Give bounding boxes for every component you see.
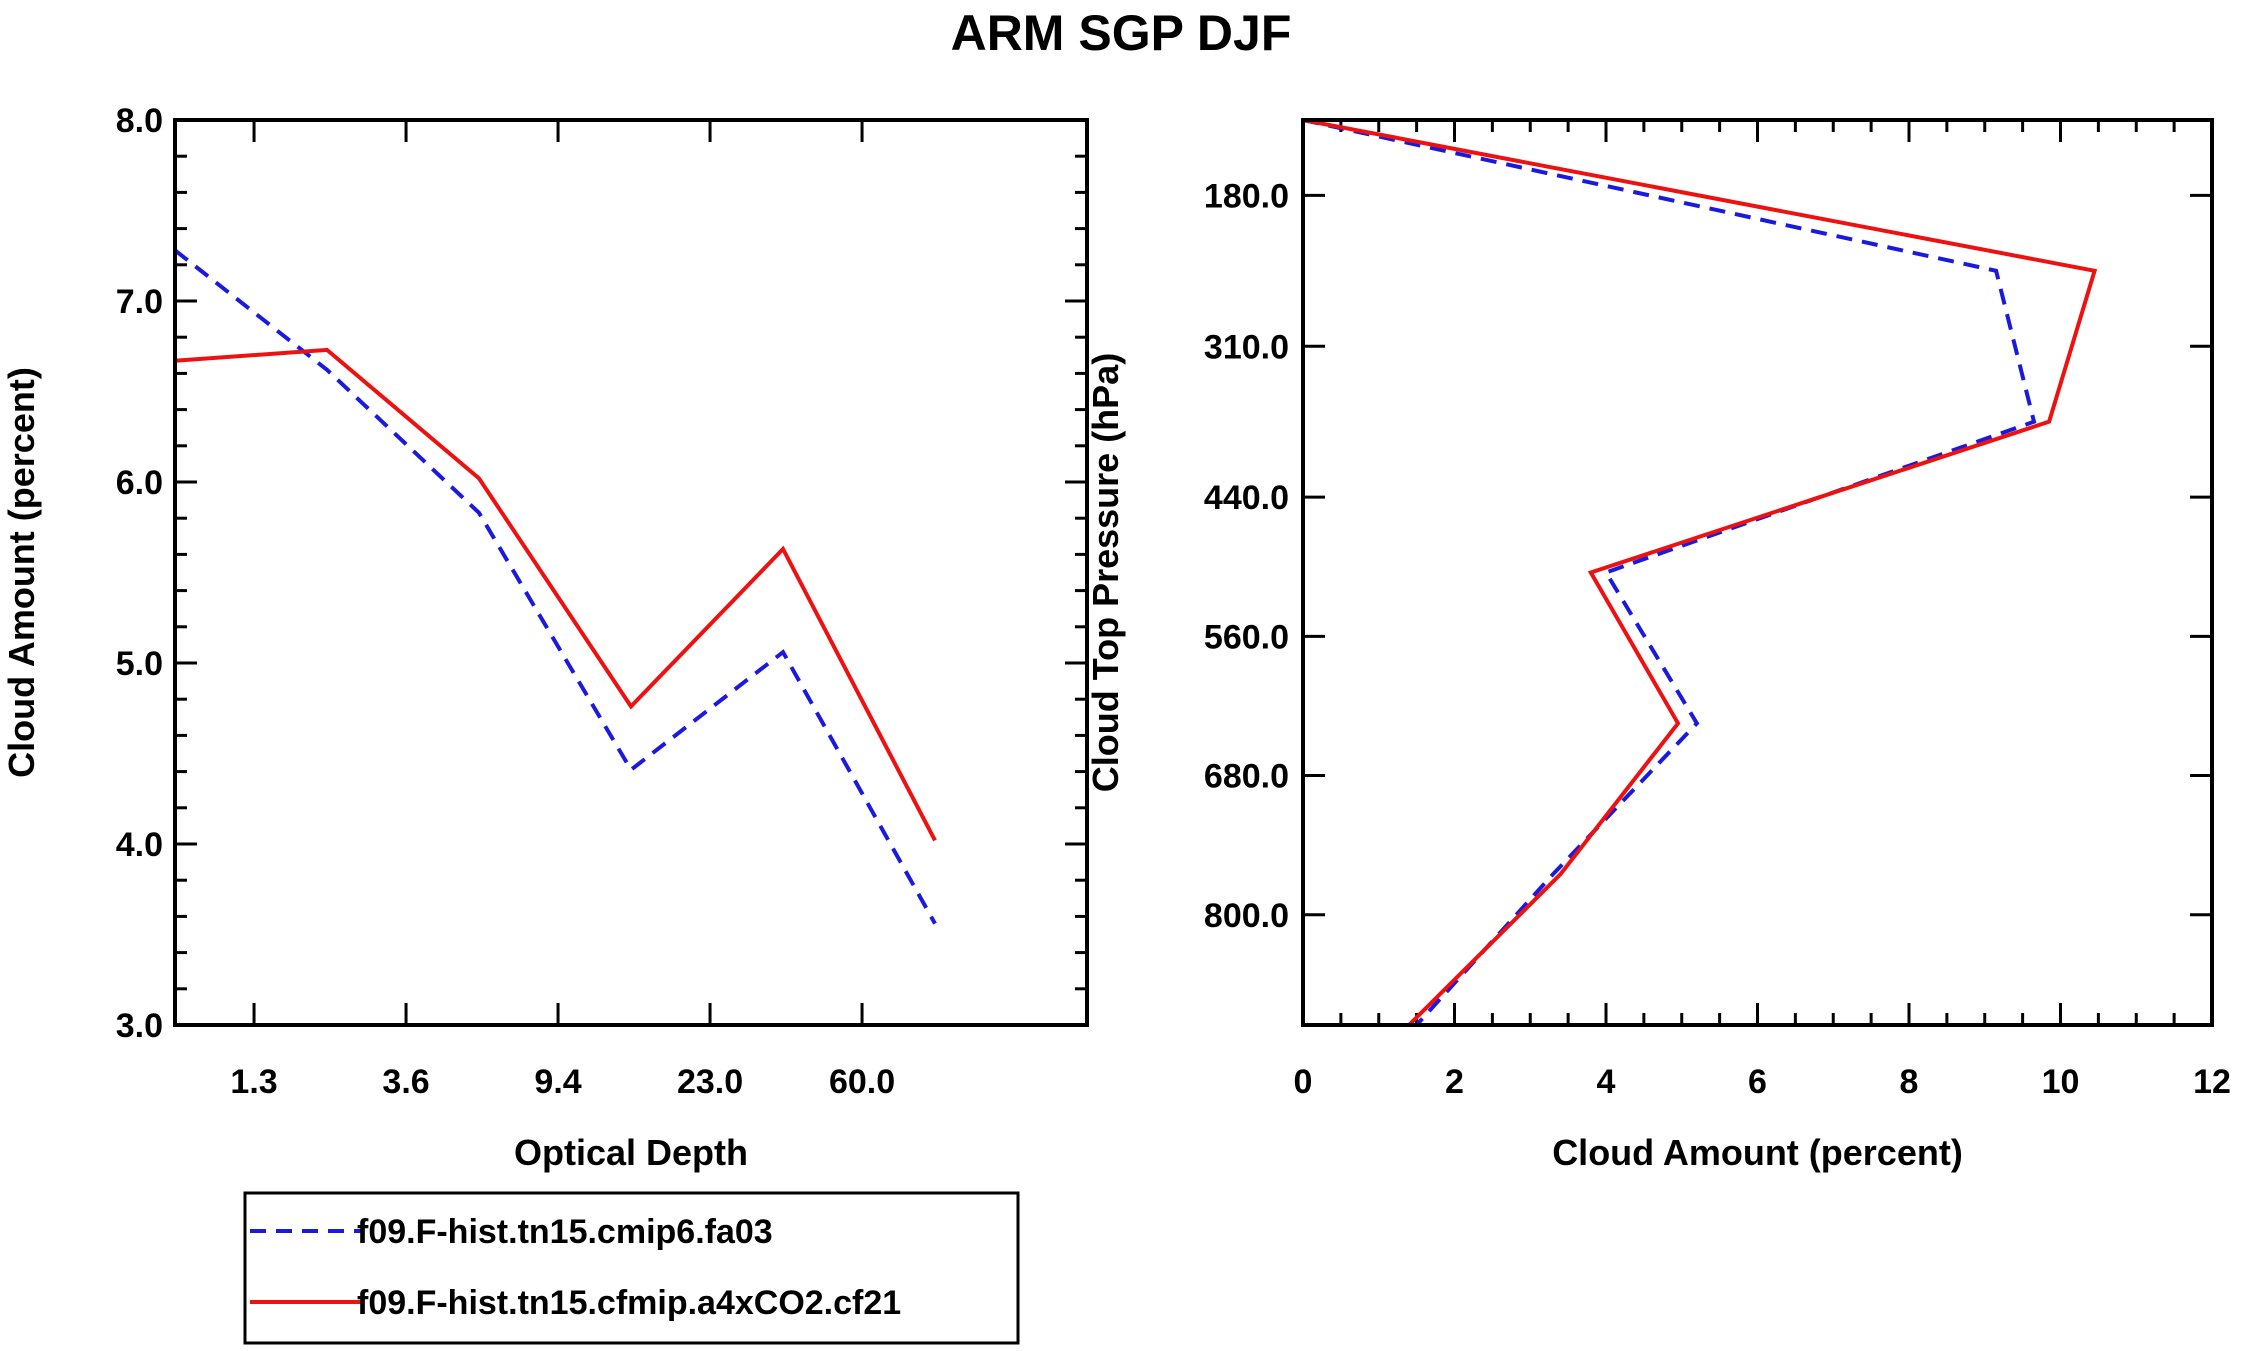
left-plot-frame bbox=[173, 118, 1089, 1027]
right-plot-frame bbox=[1301, 118, 2214, 1027]
right-series-model2-line bbox=[1302, 118, 2098, 1027]
left-series-model2-line bbox=[174, 347, 937, 842]
right-x-tick-label: 10 bbox=[2042, 1063, 2080, 1101]
right-x-tick-label: 12 bbox=[2193, 1063, 2231, 1101]
right-y-tick-label: 180.0 bbox=[1204, 177, 1289, 215]
left-y-tick-label: 3.0 bbox=[116, 1007, 163, 1045]
left-x-tick-label: 23.0 bbox=[677, 1063, 743, 1101]
left-axis-ticks bbox=[175, 118, 1087, 1027]
legend-label-model2: f09.F-hist.tn15.cfmip.a4xCO2.cf21 bbox=[357, 1284, 901, 1322]
right-x-tick-label: 0 bbox=[1294, 1063, 1313, 1101]
right-y-tick-label: 800.0 bbox=[1204, 897, 1289, 935]
legend-box bbox=[243, 1191, 1020, 1345]
left-panel: 3.0 4.0 5.0 6.0 7.0 8.0 1.3 3.6 9.4 23.0 60.0 Opti… bbox=[1, 102, 1089, 1173]
left-tick-labels: 3.0 4.0 5.0 6.0 7.0 8.0 1.3 3.6 9.4 23.0 60.0 bbox=[116, 102, 895, 1101]
left-x-tick-label: 60.0 bbox=[829, 1063, 895, 1101]
right-y-tick-label: 440.0 bbox=[1204, 479, 1289, 517]
left-series-lines bbox=[173, 248, 937, 925]
right-series-lines bbox=[1302, 118, 2098, 1027]
left-y-axis-label: Cloud Amount (percent) bbox=[1, 367, 42, 778]
right-series-model1-line bbox=[1302, 118, 2037, 1027]
right-x-axis-label: Cloud Amount (percent) bbox=[1552, 1132, 1963, 1173]
right-y-tick-label: 560.0 bbox=[1204, 618, 1289, 656]
left-x-tick-label: 9.4 bbox=[534, 1063, 581, 1101]
right-tick-labels: 0 2 4 6 8 10 12 180.0 310.0 440.0 560.0 680.0 800.0 bbox=[1204, 177, 2231, 1101]
left-y-tick-label: 7.0 bbox=[116, 283, 163, 321]
left-x-axis-label: Optical Depth bbox=[514, 1132, 748, 1173]
left-x-tick-label: 1.3 bbox=[230, 1063, 277, 1101]
right-x-tick-label: 4 bbox=[1597, 1063, 1616, 1101]
right-y-tick-label: 310.0 bbox=[1204, 328, 1289, 366]
right-x-tick-label: 2 bbox=[1445, 1063, 1464, 1101]
left-x-tick-label: 3.6 bbox=[382, 1063, 429, 1101]
right-axis-ticks bbox=[1301, 120, 2214, 1025]
right-y-axis-label: Cloud Top Pressure (hPa) bbox=[1085, 353, 1126, 792]
left-y-tick-label: 8.0 bbox=[116, 102, 163, 140]
right-panel: 0 2 4 6 8 10 12180.0310.0440.0560.0680.0800.0 … bbox=[1085, 118, 2231, 1173]
legend: f09.F-hist.tn15.cmip6.fa03 f09.F-hist.tn… bbox=[243, 1191, 1020, 1345]
figure-title: ARM SGP DJF bbox=[951, 5, 1292, 61]
left-y-tick-label: 4.0 bbox=[116, 826, 163, 864]
left-y-tick-label: 6.0 bbox=[116, 464, 163, 502]
legend-label-model1: f09.F-hist.tn15.cmip6.fa03 bbox=[357, 1213, 773, 1251]
right-y-tick-label: 680.0 bbox=[1204, 758, 1289, 796]
right-x-tick-label: 8 bbox=[1900, 1063, 1919, 1101]
left-y-tick-label: 5.0 bbox=[116, 645, 163, 683]
right-x-tick-label: 6 bbox=[1748, 1063, 1767, 1101]
